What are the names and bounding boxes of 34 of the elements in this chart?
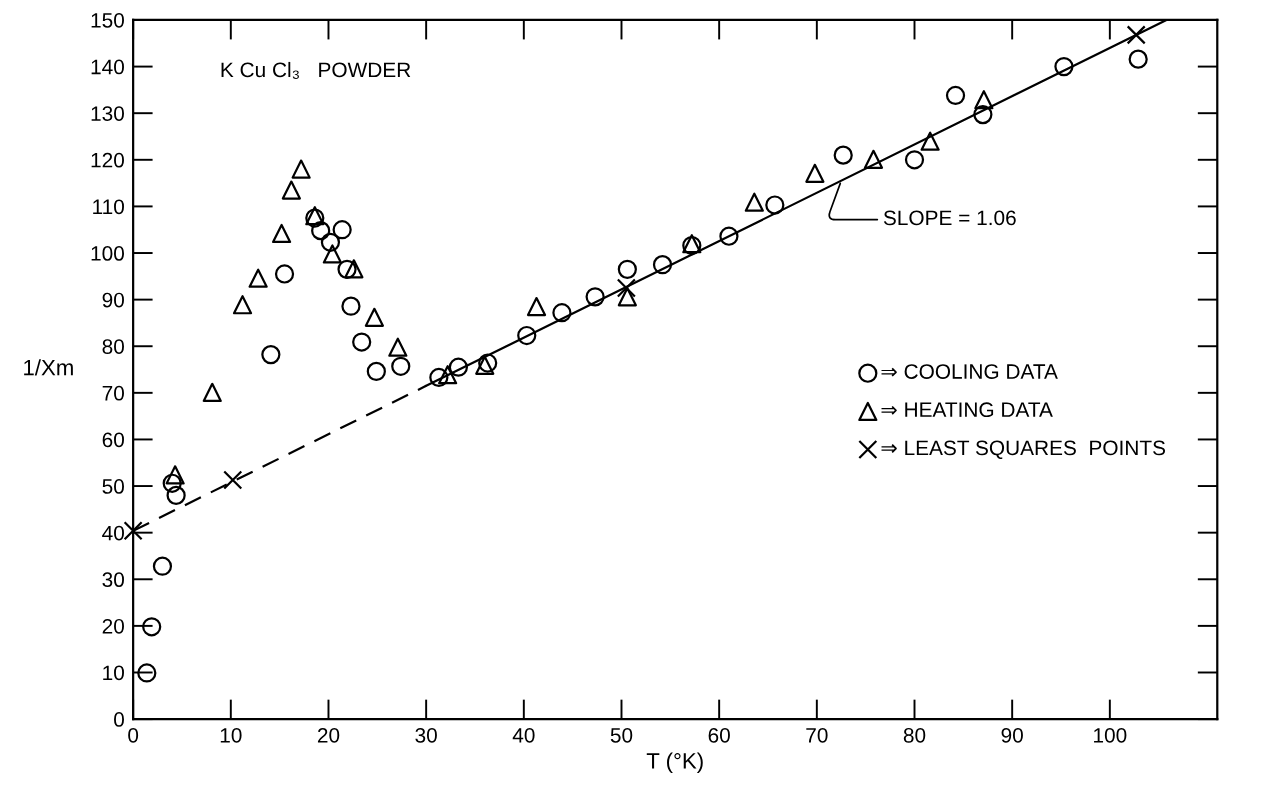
y-axis-title: 1/Xm [24, 359, 73, 376]
y-tick-label: 130 [91, 106, 124, 121]
x-tick-label: 80 [903, 727, 926, 743]
y-tick-label: 20 [102, 618, 124, 634]
annotation: SLOPE = 1.06 [883, 210, 1016, 226]
legend-label: ⇒ HEATING DATA [881, 402, 1053, 418]
y-tick-label: 140 [91, 59, 124, 75]
x-tick-label: 50 [610, 727, 633, 743]
annotation: K Cu Cl₃ POWDER [221, 61, 411, 79]
x-tick-label: 0 [128, 727, 139, 743]
y-tick-label: 90 [102, 292, 124, 308]
x-tick-label: 90 [1001, 727, 1023, 743]
y-tick-label: 60 [102, 432, 124, 448]
y-tick-label: 40 [102, 525, 124, 541]
y-tick-label: 50 [102, 479, 124, 494]
legend-label: ⇒ COOLING DATA [881, 364, 1058, 379]
y-tick-label: 100 [91, 246, 124, 261]
legend-label: ⇒ LEAST SQUARES POINTS [881, 440, 1166, 459]
x-tick-label: 60 [708, 727, 730, 743]
x-tick-label: 100 [1094, 727, 1127, 743]
x-tick-label: 30 [415, 727, 437, 743]
y-tick-label: 80 [102, 339, 124, 354]
x-tick-label: 20 [317, 727, 340, 743]
y-tick-label: 110 [93, 199, 124, 215]
x-tick-label: 70 [806, 727, 828, 743]
y-tick-label: 10 [103, 665, 124, 681]
x-tick-label: 40 [512, 727, 535, 743]
y-tick-label: 120 [91, 152, 124, 168]
x-tick-label: 10 [220, 727, 242, 743]
x-axis-title: T (°K) [646, 752, 703, 774]
y-tick-label: 30 [102, 572, 124, 588]
y-tick-label: 0 [114, 712, 124, 727]
y-tick-label: 70 [102, 385, 124, 401]
y-tick-label: 150 [91, 12, 124, 28]
